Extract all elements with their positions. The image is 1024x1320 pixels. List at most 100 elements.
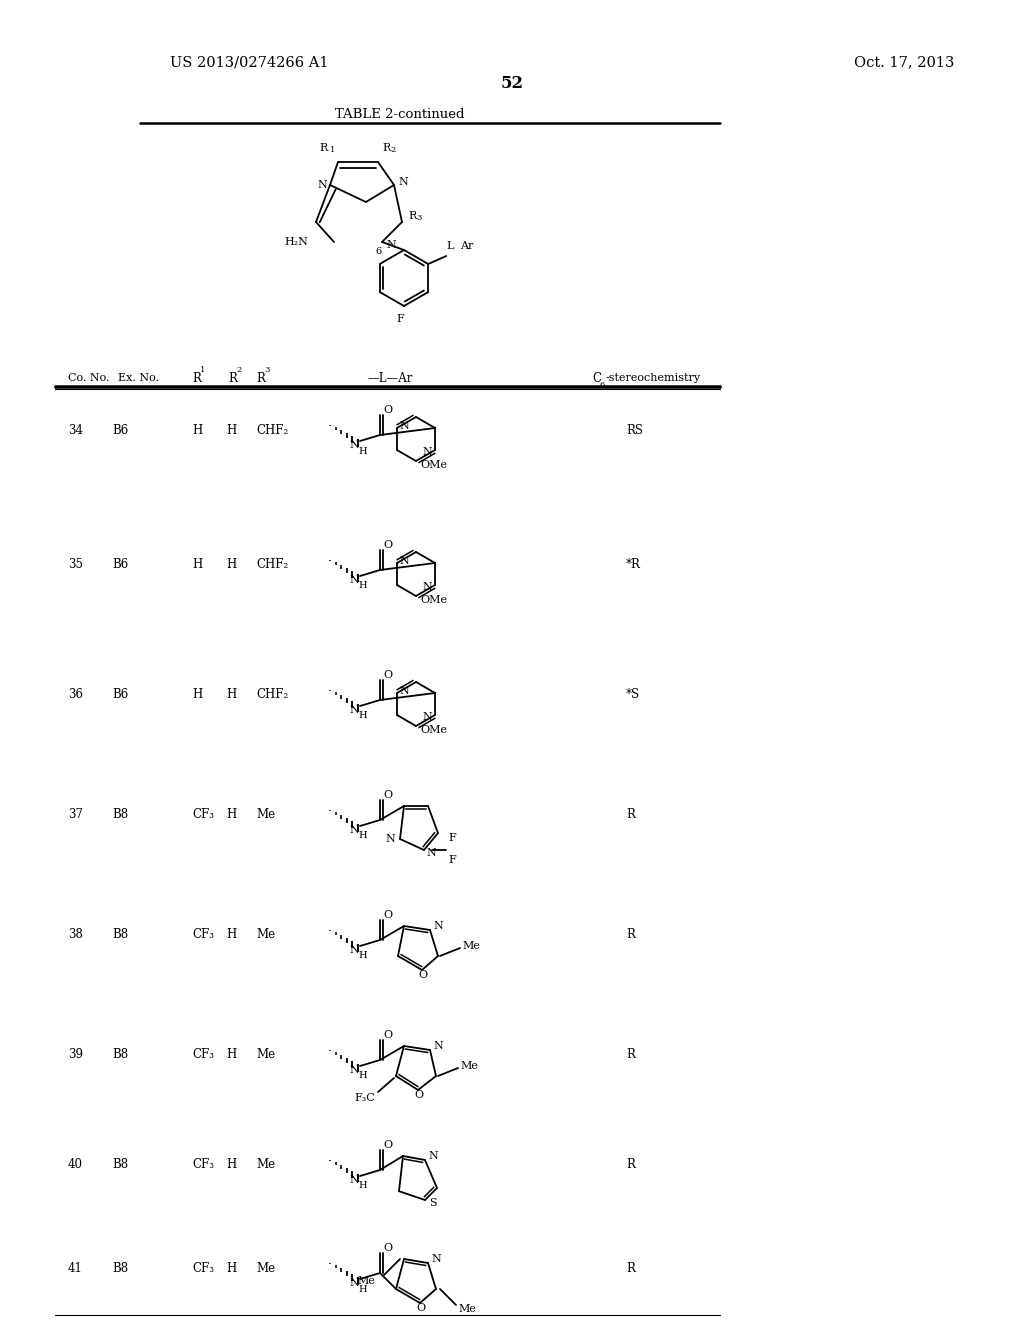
- Text: 40: 40: [68, 1159, 83, 1172]
- Text: 38: 38: [68, 928, 83, 941]
- Text: O: O: [383, 789, 392, 800]
- Text: R: R: [626, 1262, 635, 1275]
- Text: Co. No.: Co. No.: [68, 374, 110, 383]
- Text: OMe: OMe: [420, 595, 447, 605]
- Text: N: N: [349, 576, 358, 585]
- Text: Me: Me: [256, 1048, 275, 1061]
- Text: B6: B6: [112, 558, 128, 572]
- Text: N: N: [400, 421, 410, 432]
- Text: CHF₂: CHF₂: [256, 689, 288, 701]
- Text: 2: 2: [390, 147, 395, 154]
- Text: H: H: [358, 1072, 368, 1081]
- Text: H: H: [226, 1159, 237, 1172]
- Text: H: H: [358, 1284, 368, 1294]
- Text: 3: 3: [264, 366, 269, 374]
- Text: CF₃: CF₃: [193, 928, 214, 941]
- Text: O: O: [415, 1090, 424, 1100]
- Text: N: N: [422, 711, 432, 722]
- Text: 1: 1: [200, 366, 206, 374]
- Text: R: R: [319, 143, 328, 153]
- Text: CF₃: CF₃: [193, 808, 214, 821]
- Text: 39: 39: [68, 1048, 83, 1061]
- Text: O: O: [383, 909, 392, 920]
- Text: O: O: [383, 405, 392, 414]
- Text: 6: 6: [600, 381, 605, 389]
- Text: S: S: [429, 1199, 436, 1208]
- Text: B8: B8: [112, 1048, 128, 1061]
- Text: 3: 3: [416, 214, 421, 222]
- Text: 41: 41: [68, 1262, 83, 1275]
- Text: F: F: [396, 314, 403, 323]
- Text: Me: Me: [256, 1159, 275, 1172]
- Text: H₂N: H₂N: [284, 238, 308, 247]
- Text: H: H: [358, 832, 368, 841]
- Text: H: H: [226, 928, 237, 941]
- Text: CF₃: CF₃: [193, 1159, 214, 1172]
- Text: N: N: [349, 1065, 358, 1074]
- Text: 35: 35: [68, 558, 83, 572]
- Text: Ex. No.: Ex. No.: [118, 374, 159, 383]
- Text: N: N: [317, 180, 327, 190]
- Text: H: H: [358, 446, 368, 455]
- Text: N: N: [433, 921, 442, 931]
- Text: 37: 37: [68, 808, 83, 821]
- Text: CF₃: CF₃: [193, 1262, 214, 1275]
- Text: R: R: [626, 928, 635, 941]
- Text: O: O: [419, 970, 428, 979]
- Text: 52: 52: [501, 75, 523, 92]
- Text: O: O: [383, 540, 392, 550]
- Text: R: R: [626, 1159, 635, 1172]
- Text: H: H: [226, 689, 237, 701]
- Text: 34: 34: [68, 424, 83, 437]
- Text: R: R: [626, 808, 635, 821]
- Text: N: N: [428, 1151, 437, 1162]
- Text: N: N: [400, 556, 410, 566]
- Text: B8: B8: [112, 1159, 128, 1172]
- Text: H: H: [226, 424, 237, 437]
- Text: N: N: [422, 447, 432, 457]
- Text: H: H: [358, 711, 368, 721]
- Text: B6: B6: [112, 424, 128, 437]
- Text: N: N: [349, 1278, 358, 1288]
- Text: H: H: [193, 558, 203, 572]
- Text: N: N: [400, 686, 410, 696]
- Text: TABLE 2-continued: TABLE 2-continued: [335, 108, 465, 121]
- Text: Me: Me: [256, 1262, 275, 1275]
- Text: H: H: [193, 424, 203, 437]
- Text: Me: Me: [460, 1061, 478, 1071]
- Text: RS: RS: [626, 424, 643, 437]
- Text: CHF₂: CHF₂: [256, 424, 288, 437]
- Text: CF₃: CF₃: [193, 1048, 214, 1061]
- Text: OMe: OMe: [420, 725, 447, 735]
- Text: R: R: [626, 1048, 635, 1061]
- Text: N: N: [349, 825, 358, 836]
- Text: OMe: OMe: [420, 459, 447, 470]
- Text: N: N: [431, 1254, 440, 1265]
- Text: R: R: [256, 371, 265, 384]
- Text: B8: B8: [112, 1262, 128, 1275]
- Text: N: N: [433, 1041, 442, 1051]
- Text: C: C: [592, 371, 601, 384]
- Text: Me: Me: [462, 941, 480, 950]
- Text: H: H: [226, 1048, 237, 1061]
- Text: US 2013/0274266 A1: US 2013/0274266 A1: [170, 55, 329, 69]
- Text: CHF₂: CHF₂: [256, 558, 288, 572]
- Text: R: R: [408, 211, 416, 220]
- Text: *S: *S: [626, 689, 640, 701]
- Text: 2: 2: [236, 366, 242, 374]
- Text: N: N: [349, 705, 358, 715]
- Text: H: H: [358, 952, 368, 961]
- Text: H: H: [358, 582, 368, 590]
- Text: R: R: [228, 371, 237, 384]
- Text: B8: B8: [112, 808, 128, 821]
- Text: Me: Me: [458, 1304, 476, 1313]
- Text: 6: 6: [375, 248, 381, 256]
- Text: N: N: [349, 440, 358, 450]
- Text: F: F: [449, 855, 456, 865]
- Text: O: O: [417, 1303, 426, 1313]
- Text: N: N: [422, 582, 432, 591]
- Text: N: N: [349, 1175, 358, 1185]
- Text: R: R: [193, 371, 201, 384]
- Text: B8: B8: [112, 928, 128, 941]
- Text: O: O: [383, 1140, 392, 1150]
